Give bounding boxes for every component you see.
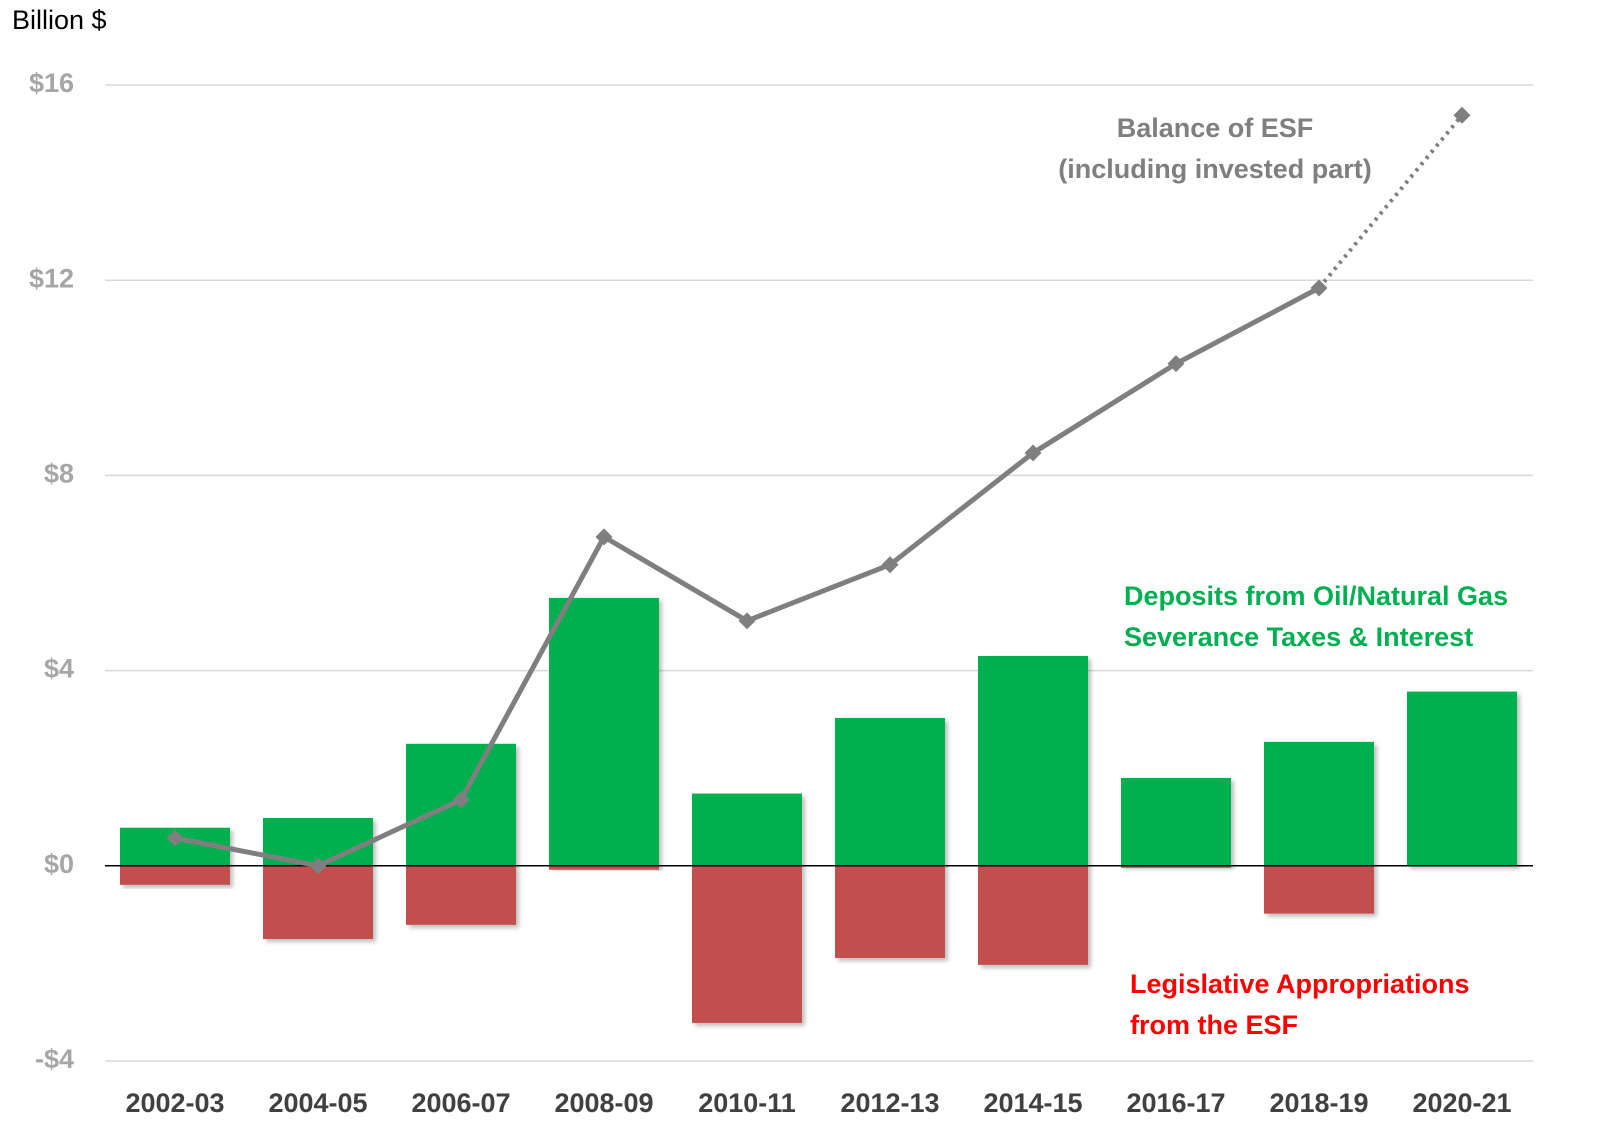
y-tick-label: $4 xyxy=(44,654,74,684)
x-tick-label: 2014-15 xyxy=(983,1088,1082,1118)
bar xyxy=(1264,741,1374,866)
series-label: Deposits from Oil/Natural Gas xyxy=(1124,581,1508,611)
bar xyxy=(549,865,659,870)
bar xyxy=(1121,777,1231,866)
x-tick-label: 2016-17 xyxy=(1126,1088,1225,1118)
bar xyxy=(692,793,802,866)
balance-projection xyxy=(1317,113,1464,290)
bar xyxy=(406,865,516,925)
balance-marker xyxy=(166,829,184,847)
balance-marker xyxy=(1453,106,1471,124)
x-tick-label: 2006-07 xyxy=(411,1088,510,1118)
y-axis-label: Billion $ xyxy=(12,5,107,35)
bar xyxy=(549,597,659,866)
balance-marker xyxy=(738,612,756,630)
bar xyxy=(120,865,230,885)
bar xyxy=(978,865,1088,965)
bar xyxy=(692,865,802,1023)
bar xyxy=(1407,691,1517,866)
y-tick-label: $16 xyxy=(29,68,74,98)
balance-marker xyxy=(309,857,327,875)
bar xyxy=(1264,865,1374,914)
x-tick-label: 2012-13 xyxy=(840,1088,939,1118)
bar xyxy=(835,865,945,959)
x-tick-label: 2008-09 xyxy=(554,1088,653,1118)
y-tick-label: $0 xyxy=(44,849,74,879)
x-tick-label: 2010-11 xyxy=(698,1088,796,1118)
series-label: Legislative Appropriations xyxy=(1130,969,1470,999)
x-tick-label: 2020-21 xyxy=(1412,1088,1511,1118)
bar xyxy=(978,655,1088,866)
y-tick-label: $8 xyxy=(44,459,74,489)
bar xyxy=(263,865,373,939)
balance-marker xyxy=(452,791,470,809)
x-tick-label: 2018-19 xyxy=(1269,1088,1368,1118)
balance-marker xyxy=(881,556,899,574)
x-tick-label: 2004-05 xyxy=(268,1088,367,1118)
balance-marker xyxy=(595,528,613,546)
series-label: Severance Taxes & Interest xyxy=(1124,622,1473,652)
x-tick-label: 2002-03 xyxy=(125,1088,224,1118)
bar xyxy=(835,717,945,866)
series-label: from the ESF xyxy=(1130,1010,1298,1040)
series-label: (including invested part) xyxy=(1058,154,1372,184)
series-label: Balance of ESF xyxy=(1117,113,1314,143)
bar xyxy=(1121,865,1231,868)
y-tick-label: $12 xyxy=(29,263,74,293)
y-tick-label: -$4 xyxy=(35,1044,74,1074)
